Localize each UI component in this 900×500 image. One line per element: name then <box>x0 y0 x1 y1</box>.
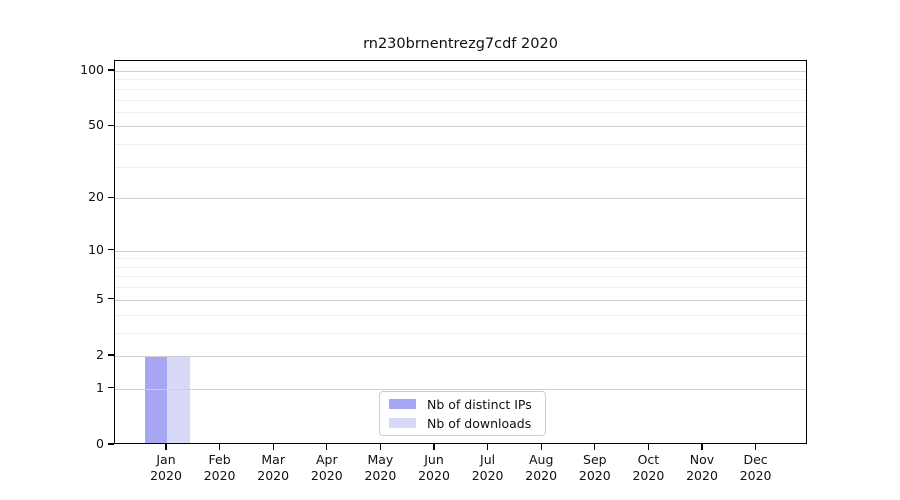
bar-nb-of-distinct-ips-jan <box>144 355 167 443</box>
major-gridline <box>115 355 806 357</box>
x-tick-month: Jun <box>424 452 444 467</box>
x-tick-year: 2020 <box>203 468 236 483</box>
minor-gridline <box>115 314 806 316</box>
x-tick-year: 2020 <box>418 468 450 483</box>
minor-gridline <box>115 287 806 289</box>
plot-area <box>114 60 807 444</box>
y-tick-mark <box>108 249 114 251</box>
major-gridline <box>115 388 806 390</box>
x-tick-mark <box>219 444 221 450</box>
x-tick-label: Dec 2020 <box>726 452 786 484</box>
x-tick-mark <box>272 444 274 450</box>
x-tick-month: Sep <box>583 452 607 467</box>
y-tick-mark <box>108 298 114 300</box>
legend: Nb of distinct IPs Nb of downloads <box>379 391 546 436</box>
x-tick-label: Mar 2020 <box>243 452 303 484</box>
x-tick-mark <box>701 444 703 450</box>
y-tick-label: 1 <box>96 379 104 395</box>
y-tick-label: 20 <box>88 189 104 205</box>
x-tick-mark <box>594 444 596 450</box>
minor-gridline <box>115 332 806 334</box>
x-tick-year: 2020 <box>310 468 343 483</box>
x-tick-label: Feb 2020 <box>190 452 250 484</box>
minor-gridline <box>115 79 806 81</box>
x-tick-month: Dec <box>743 452 768 467</box>
x-tick-year: 2020 <box>525 468 558 483</box>
major-gridline <box>115 71 806 72</box>
x-tick-year: 2020 <box>578 468 611 483</box>
x-tick-label: May 2020 <box>350 452 410 484</box>
minor-gridline <box>115 99 806 101</box>
major-gridline <box>115 299 806 301</box>
x-tick-month: Jan <box>156 452 176 467</box>
legend-item-distinct-ips: Nb of distinct IPs <box>389 397 536 412</box>
x-tick-month: Oct <box>637 452 660 467</box>
x-tick-year: 2020 <box>632 468 665 483</box>
x-tick-month: Jul <box>480 452 496 467</box>
y-tick-label: 50 <box>88 117 104 133</box>
y-tick-label: 5 <box>96 290 104 306</box>
y-tick-label: 100 <box>80 62 104 77</box>
y-tick-label: 2 <box>96 346 104 362</box>
x-tick-label: Aug 2020 <box>511 452 571 484</box>
x-tick-year: 2020 <box>739 468 772 483</box>
legend-label-downloads: Nb of downloads <box>427 415 532 431</box>
x-tick-mark <box>540 444 542 450</box>
chart-title: rn230brnentrezg7cdf 2020 <box>363 36 558 52</box>
x-tick-month: Apr <box>315 452 338 467</box>
y-tick-label: 10 <box>88 241 104 257</box>
legend-swatch-downloads <box>389 418 416 428</box>
x-tick-mark <box>433 444 435 450</box>
legend-item-downloads: Nb of downloads <box>389 416 536 431</box>
x-tick-label: Oct 2020 <box>618 452 678 484</box>
x-tick-year: 2020 <box>364 468 397 483</box>
x-tick-mark <box>487 444 489 450</box>
x-tick-mark <box>379 444 381 450</box>
minor-gridline <box>115 111 806 113</box>
major-gridline <box>115 198 806 200</box>
x-tick-label: Jan 2020 <box>136 452 196 484</box>
y-tick-mark <box>108 69 114 71</box>
x-tick-month: Mar <box>261 452 285 467</box>
legend-swatch-distinct-ips <box>389 399 416 409</box>
x-tick-label: Jul 2020 <box>458 452 518 484</box>
y-tick-mark <box>108 443 114 445</box>
x-tick-month: Feb <box>208 452 231 467</box>
x-tick-label: Apr 2020 <box>297 452 357 484</box>
x-tick-year: 2020 <box>257 468 290 483</box>
x-tick-label: Sep 2020 <box>565 452 625 484</box>
minor-gridline <box>115 266 806 268</box>
x-tick-label: Jun 2020 <box>404 452 464 484</box>
x-tick-label: Nov 2020 <box>672 452 732 484</box>
minor-gridline <box>115 144 806 146</box>
x-tick-month: May <box>367 452 394 467</box>
major-gridline <box>115 250 806 252</box>
minor-gridline <box>115 258 806 260</box>
y-tick-mark <box>108 354 114 356</box>
x-tick-year: 2020 <box>686 468 718 483</box>
y-tick-mark <box>108 387 114 389</box>
major-gridline <box>115 126 806 128</box>
x-tick-mark <box>165 444 167 450</box>
legend-label-distinct-ips: Nb of distinct IPs <box>427 396 532 412</box>
x-tick-month: Nov <box>689 452 715 467</box>
minor-gridline <box>115 276 806 278</box>
x-tick-month: Aug <box>528 452 554 467</box>
bar-nb-of-downloads-jan <box>167 355 190 443</box>
x-tick-mark <box>647 444 649 450</box>
minor-gridline <box>115 166 806 168</box>
x-tick-mark <box>755 444 757 450</box>
minor-gridline <box>115 88 806 90</box>
y-tick-mark <box>108 124 114 126</box>
x-tick-year: 2020 <box>471 468 504 483</box>
y-tick-label: 0 <box>96 436 104 451</box>
x-tick-year: 2020 <box>150 468 182 483</box>
x-tick-mark <box>326 444 328 450</box>
y-tick-mark <box>108 196 114 198</box>
